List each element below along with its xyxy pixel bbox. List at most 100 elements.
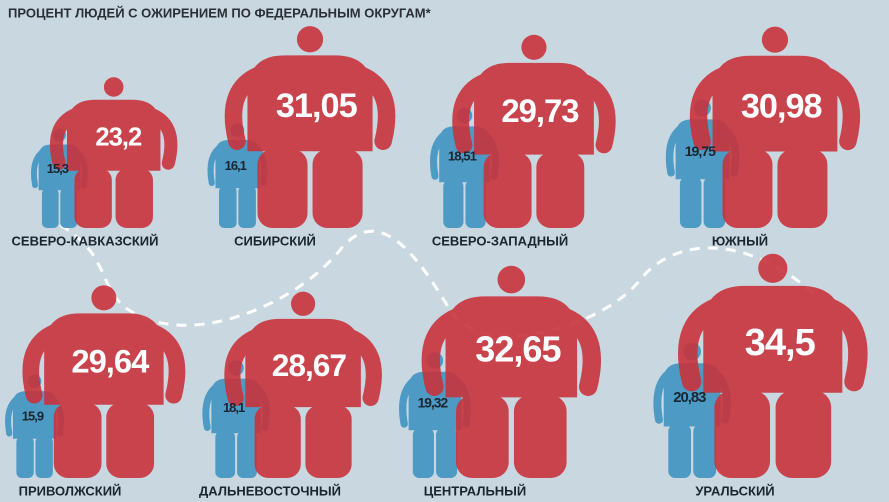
body — [247, 55, 373, 152]
category-label: ЦЕНТРАЛЬНЫЙ — [424, 483, 527, 498]
arm — [224, 326, 270, 406]
leg — [775, 390, 832, 478]
person — [421, 265, 601, 478]
arm — [202, 382, 222, 431]
person — [452, 34, 616, 228]
value-label: 23,2 — [95, 124, 142, 152]
person — [49, 77, 178, 228]
category-label: УРАЛЬСКИЙ — [695, 483, 774, 498]
leg — [668, 424, 692, 478]
leg — [483, 152, 532, 228]
category-label: ПРИВОЛЖСКИЙ — [19, 483, 122, 498]
arm — [549, 305, 601, 396]
body — [474, 62, 594, 155]
person — [224, 291, 382, 478]
arm — [665, 123, 687, 177]
value-label: 16,1 — [225, 158, 247, 173]
leg — [35, 436, 53, 478]
chart-title: ПРОЦЕНТ ЛЮДЕЙ С ОЖИРЕНИЕМ ПО ФЕДЕРАЛЬНЫМ… — [8, 5, 432, 20]
arm — [138, 321, 186, 404]
arm — [207, 143, 225, 187]
value-label: 19,75 — [685, 143, 716, 159]
leg — [465, 180, 486, 228]
value-label: 15,3 — [47, 161, 69, 176]
arm — [430, 129, 450, 180]
body — [66, 99, 161, 171]
arm — [678, 295, 733, 392]
category-label: СЕВЕРО-КАВКАЗСКИЙ — [12, 233, 159, 248]
arm — [5, 394, 23, 437]
leg — [513, 395, 567, 478]
person — [224, 26, 396, 228]
head — [758, 253, 788, 283]
value-label: 34,5 — [745, 321, 816, 364]
leg — [16, 436, 34, 478]
leg — [218, 186, 237, 228]
arm — [30, 147, 48, 189]
head — [296, 26, 324, 53]
leg — [74, 168, 112, 228]
category-label: СИБИРСКИЙ — [234, 233, 316, 248]
value-label: 19,32 — [418, 395, 449, 411]
value-label: 29,64 — [71, 342, 150, 379]
leg — [115, 168, 153, 228]
leg — [60, 188, 78, 228]
value-label: 32,65 — [475, 328, 561, 369]
head — [91, 285, 117, 311]
arm — [336, 326, 382, 406]
arm — [399, 375, 420, 428]
leg — [412, 428, 434, 478]
leg — [703, 177, 726, 228]
body — [44, 313, 164, 405]
leg — [254, 405, 301, 478]
value-label: 31,05 — [276, 87, 358, 125]
head — [497, 265, 526, 294]
body — [215, 139, 260, 189]
leg — [443, 180, 464, 228]
arm — [421, 305, 474, 396]
arm — [689, 64, 739, 151]
arm — [813, 295, 868, 392]
leg — [679, 177, 702, 228]
leg — [237, 431, 257, 478]
head — [521, 34, 547, 60]
arm — [653, 367, 676, 424]
body — [245, 318, 361, 408]
leg — [536, 152, 585, 228]
leg — [53, 402, 102, 478]
arm — [452, 71, 500, 154]
person — [689, 26, 860, 228]
leg — [777, 149, 828, 228]
arm — [811, 64, 860, 151]
arm — [224, 64, 274, 150]
value-label: 20,83 — [673, 390, 706, 406]
head — [290, 291, 316, 316]
leg — [436, 428, 458, 478]
leg — [238, 186, 256, 228]
category-label: ДАЛЬНЕВОСТОЧНЫЙ — [199, 483, 341, 498]
leg — [257, 149, 308, 228]
value-label: 18,51 — [448, 149, 477, 164]
body — [712, 55, 838, 152]
body — [703, 285, 843, 393]
arm — [22, 321, 70, 404]
body — [445, 296, 578, 398]
value-label: 18,1 — [223, 400, 245, 415]
value-label: 30,98 — [741, 87, 822, 125]
value-label: 28,67 — [272, 347, 347, 383]
leg — [106, 402, 155, 478]
leg — [714, 390, 771, 478]
head — [103, 77, 124, 97]
leg — [312, 149, 363, 228]
leg — [215, 431, 236, 478]
leg — [305, 405, 352, 478]
arm — [346, 64, 396, 150]
leg — [41, 188, 59, 228]
arm — [49, 106, 87, 170]
person — [678, 253, 868, 478]
arm — [140, 106, 178, 170]
head — [761, 26, 789, 53]
value-label: 29,73 — [501, 92, 579, 129]
category-label: СЕВЕРО-ЗАПАДНЫЙ — [432, 233, 568, 248]
